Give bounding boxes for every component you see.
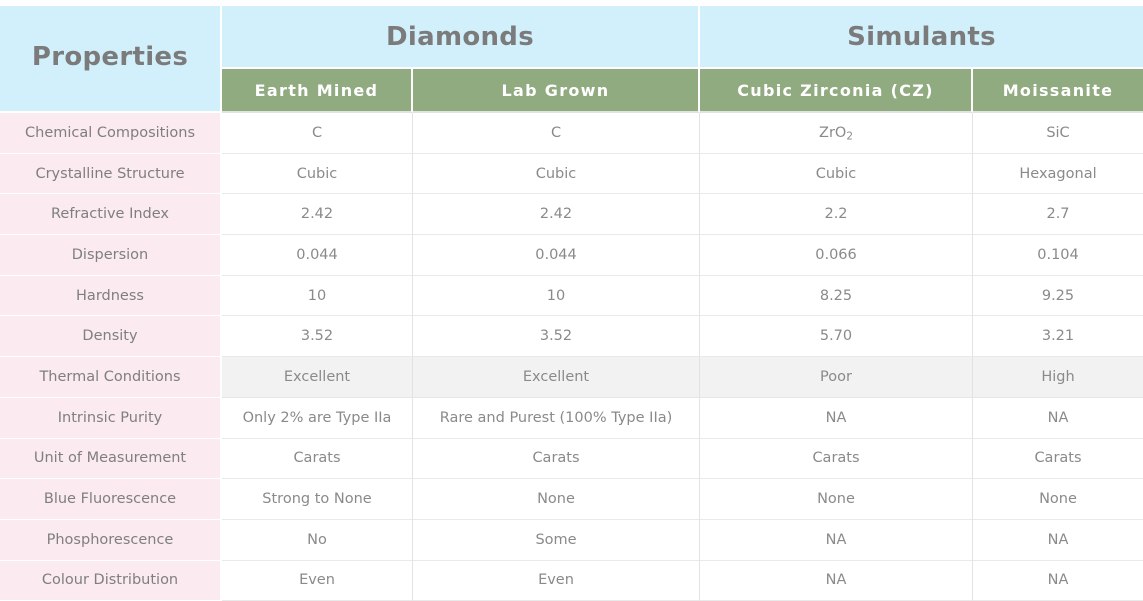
table-row: Intrinsic Purity Only 2% are Type IIa Rare… xyxy=(0,397,1143,439)
table-row: Phosphorescence No Some NA NA xyxy=(0,519,1143,561)
value-cell: Poor xyxy=(700,357,973,398)
value-cell: NA xyxy=(973,397,1143,439)
value-cell: NA xyxy=(700,560,973,601)
table-header: Properties Diamonds Simulants Earth Mine… xyxy=(0,6,1143,113)
value-cell: 2.42 xyxy=(222,194,413,236)
value-cell: None xyxy=(973,479,1143,520)
value-cell: Excellent xyxy=(413,357,700,398)
value-cell: 0.044 xyxy=(222,235,413,276)
table-row: Refractive Index 2.42 2.42 2.2 2.7 xyxy=(0,194,1143,236)
value-cell: NA xyxy=(973,519,1143,561)
value-cell: Even xyxy=(222,560,413,601)
value-cell: NA xyxy=(700,519,973,561)
value-cell: Some xyxy=(413,519,700,561)
value-cell: Rare and Purest (100% Type IIa) xyxy=(413,397,700,439)
value-cell: ZrO2 xyxy=(700,113,973,154)
value-cell: Hexagonal xyxy=(973,153,1143,195)
property-label: Density xyxy=(0,316,222,358)
property-label: Intrinsic Purity xyxy=(0,397,222,439)
value-cell: 10 xyxy=(222,275,413,317)
value-cell: 3.52 xyxy=(413,316,700,358)
value-cell: SiC xyxy=(973,113,1143,154)
table-row: Colour Distribution Even Even NA NA xyxy=(0,560,1143,601)
table-row: Density 3.52 3.52 5.70 3.21 xyxy=(0,316,1143,358)
column-header-earth-mined: Earth Mined xyxy=(222,69,413,113)
group-header-row: Properties Diamonds Simulants xyxy=(0,6,1143,113)
value-cell: 3.52 xyxy=(222,316,413,358)
properties-header-cell: Properties xyxy=(0,6,222,113)
value-cell: None xyxy=(700,479,973,520)
column-header-row: Earth Mined Lab Grown Cubic Zirconia (CZ… xyxy=(0,69,1143,113)
value-cell: Cubic xyxy=(413,153,700,195)
value-cell: 2.7 xyxy=(973,194,1143,236)
property-label: Colour Distribution xyxy=(0,560,222,601)
property-label: Crystalline Structure xyxy=(0,153,222,195)
value-cell: 8.25 xyxy=(700,275,973,317)
value-cell: C xyxy=(413,113,700,154)
value-cell: Carats xyxy=(973,438,1143,480)
table-row: Unit of Measurement Carats Carats Carats Car… xyxy=(0,438,1143,480)
property-label: Unit of Measurement xyxy=(0,438,222,480)
value-cell: Strong to None xyxy=(222,479,413,520)
property-label: Chemical Compositions xyxy=(0,113,222,154)
table-row: Dispersion 0.044 0.044 0.066 0.104 xyxy=(0,235,1143,276)
value-cell: Only 2% are Type IIa xyxy=(222,397,413,439)
value-cell: Carats xyxy=(700,438,973,480)
value-cell: Excellent xyxy=(222,357,413,398)
value-cell: C xyxy=(222,113,413,154)
property-label: Refractive Index xyxy=(0,194,222,236)
table-row: Chemical Compositions C C ZrO2 SiC xyxy=(0,113,1143,154)
value-cell: 0.066 xyxy=(700,235,973,276)
table-row: Blue Fluorescence Strong to None None None N… xyxy=(0,479,1143,520)
value-cell: 3.21 xyxy=(973,316,1143,358)
property-label: Phosphorescence xyxy=(0,519,222,561)
table-body: Chemical Compositions C C ZrO2 SiC Crystallin… xyxy=(0,113,1143,601)
value-cell: 2.2 xyxy=(700,194,973,236)
property-label: Thermal Conditions xyxy=(0,357,222,398)
table-row: Crystalline Structure Cubic Cubic Cubic Hexa… xyxy=(0,153,1143,195)
table-row: Hardness 10 10 8.25 9.25 xyxy=(0,275,1143,317)
property-label: Blue Fluorescence xyxy=(0,479,222,520)
value-cell: 5.70 xyxy=(700,316,973,358)
group-header-diamonds: Diamonds xyxy=(222,6,700,69)
column-header-lab-grown: Lab Grown xyxy=(413,69,700,113)
property-label: Hardness xyxy=(0,275,222,317)
value-cell: High xyxy=(973,357,1143,398)
column-header-cubic-zirconia: Cubic Zirconia (CZ) xyxy=(700,69,973,113)
value-cell: 2.42 xyxy=(413,194,700,236)
table-row: Thermal Conditions Excellent Excellent Poor… xyxy=(0,357,1143,398)
value-cell: Even xyxy=(413,560,700,601)
value-cell: Carats xyxy=(413,438,700,480)
group-header-simulants: Simulants xyxy=(700,6,1143,69)
value-cell: 10 xyxy=(413,275,700,317)
property-label: Dispersion xyxy=(0,235,222,276)
value-cell: Carats xyxy=(222,438,413,480)
value-cell: 9.25 xyxy=(973,275,1143,317)
diamond-comparison-table: Properties Diamonds Simulants Earth Mine… xyxy=(0,6,1143,601)
column-header-moissanite: Moissanite xyxy=(973,69,1143,113)
value-cell: 0.104 xyxy=(973,235,1143,276)
value-cell: Cubic xyxy=(700,153,973,195)
value-cell: No xyxy=(222,519,413,561)
value-cell: NA xyxy=(700,397,973,439)
value-cell: NA xyxy=(973,560,1143,601)
value-cell: Cubic xyxy=(222,153,413,195)
value-cell: None xyxy=(413,479,700,520)
value-cell: 0.044 xyxy=(413,235,700,276)
